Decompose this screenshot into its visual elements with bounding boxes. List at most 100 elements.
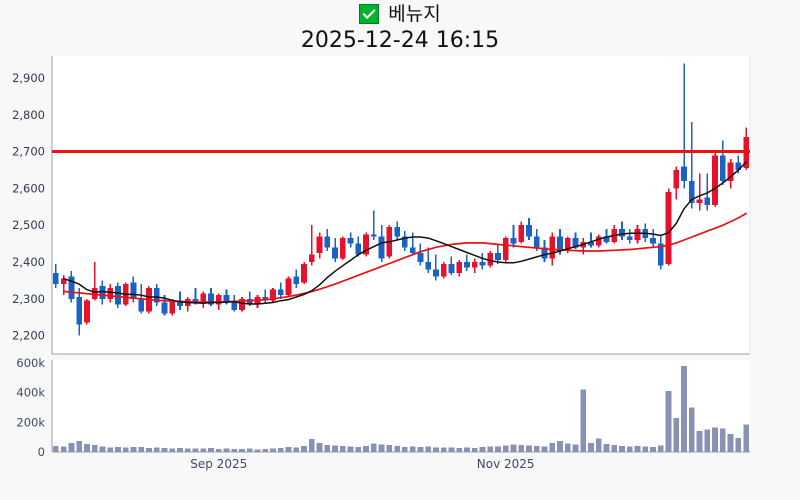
checkbox-checked-icon[interactable] bbox=[359, 4, 380, 24]
date-axis-tick-labels: Sep 2025 Nov 2025 bbox=[190, 457, 534, 471]
volume-bar bbox=[347, 446, 354, 452]
volume-bar bbox=[138, 446, 145, 452]
candle bbox=[440, 262, 447, 279]
volume-bar bbox=[471, 447, 478, 452]
volume-tick-label: 0 bbox=[38, 445, 45, 459]
volume-bar bbox=[99, 446, 106, 452]
volume-bar bbox=[712, 427, 718, 452]
volume-bar bbox=[688, 407, 695, 452]
ma-short-line bbox=[62, 161, 747, 305]
volume-bar bbox=[200, 448, 207, 452]
volume-bar bbox=[130, 447, 137, 452]
candle bbox=[448, 256, 455, 275]
volume-tick-label: 600k bbox=[16, 356, 45, 370]
volume-bar bbox=[262, 449, 269, 452]
volume-bar bbox=[386, 445, 393, 452]
volume-bar bbox=[526, 445, 532, 452]
candle bbox=[53, 263, 59, 288]
volume-bar bbox=[518, 444, 525, 452]
candle bbox=[355, 236, 362, 257]
volume-bar bbox=[277, 447, 284, 452]
candle bbox=[308, 225, 315, 266]
price-tick-label: 2,200 bbox=[12, 329, 45, 343]
volume-bar bbox=[355, 447, 362, 452]
volume-bar bbox=[502, 445, 509, 452]
volume-bar bbox=[588, 442, 594, 452]
candle bbox=[688, 122, 695, 209]
candle bbox=[518, 221, 525, 244]
candle bbox=[417, 243, 424, 266]
candle bbox=[626, 228, 633, 244]
candle bbox=[285, 276, 292, 297]
volume-bar bbox=[308, 439, 315, 452]
candle bbox=[239, 296, 245, 312]
volume-bar bbox=[448, 447, 455, 452]
moving-average-lines bbox=[62, 161, 747, 305]
candle bbox=[68, 271, 75, 303]
candle bbox=[277, 282, 284, 299]
volume-series bbox=[53, 365, 749, 452]
volume-bar bbox=[53, 445, 59, 452]
volume-bar bbox=[572, 444, 579, 452]
candle bbox=[270, 287, 276, 303]
volume-bar bbox=[169, 448, 176, 452]
price-axis-tick-labels: 2,200 2,300 2,400 2,500 2,600 2,700 2,800 2,900 bbox=[12, 71, 45, 343]
candle bbox=[231, 295, 238, 312]
volume-bar bbox=[293, 447, 300, 452]
candle bbox=[456, 260, 463, 277]
chart-header: 베뉴지 2025-12-24 16:15 bbox=[0, 0, 800, 56]
volume-bar bbox=[495, 446, 501, 452]
candle bbox=[115, 282, 121, 309]
candle bbox=[479, 252, 486, 270]
candle bbox=[619, 221, 625, 240]
volume-bar bbox=[704, 429, 711, 452]
candle bbox=[347, 232, 354, 248]
volume-bar bbox=[161, 448, 168, 452]
volume-bar bbox=[107, 447, 114, 452]
candle bbox=[495, 243, 501, 264]
volume-bar bbox=[719, 428, 726, 452]
volume-bar bbox=[84, 443, 90, 452]
volume-bar bbox=[60, 446, 67, 452]
volume-bar bbox=[184, 448, 191, 452]
candle bbox=[696, 173, 703, 211]
volume-bar bbox=[153, 447, 160, 452]
volume-bar bbox=[115, 446, 121, 452]
volume-bar bbox=[370, 443, 377, 452]
volume-bar bbox=[339, 446, 346, 452]
candle bbox=[502, 236, 509, 263]
volume-bar bbox=[316, 442, 323, 452]
candle bbox=[84, 298, 90, 325]
volume-bar bbox=[619, 445, 625, 452]
volume-bar bbox=[254, 449, 261, 452]
volume-bar bbox=[549, 443, 556, 452]
volume-panel-background bbox=[51, 360, 750, 453]
candle bbox=[153, 284, 160, 307]
timestamp-label: 2025-12-24 16:15 bbox=[300, 28, 500, 53]
price-tick-label: 2,700 bbox=[12, 145, 45, 159]
volume-bar bbox=[417, 446, 424, 452]
volume-bar bbox=[394, 446, 400, 452]
candle bbox=[588, 232, 594, 248]
volume-bar bbox=[673, 417, 680, 452]
candle bbox=[339, 236, 346, 261]
price-tick-label: 2,900 bbox=[12, 71, 45, 85]
volume-bar bbox=[743, 424, 749, 452]
candle bbox=[541, 239, 548, 263]
price-tick-label: 2,800 bbox=[12, 108, 45, 122]
volume-bar bbox=[735, 437, 742, 452]
price-tick-label: 2,300 bbox=[12, 292, 45, 306]
volume-tick-label: 200k bbox=[16, 415, 45, 429]
volume-bar bbox=[91, 444, 98, 452]
candle bbox=[650, 228, 656, 248]
volume-bar bbox=[533, 446, 540, 452]
candle bbox=[301, 262, 307, 285]
volume-bar bbox=[223, 448, 230, 452]
candle bbox=[402, 230, 408, 251]
candle bbox=[370, 210, 377, 240]
volume-bar bbox=[642, 446, 649, 452]
volume-bar bbox=[122, 447, 129, 452]
volume-bar bbox=[246, 448, 253, 452]
